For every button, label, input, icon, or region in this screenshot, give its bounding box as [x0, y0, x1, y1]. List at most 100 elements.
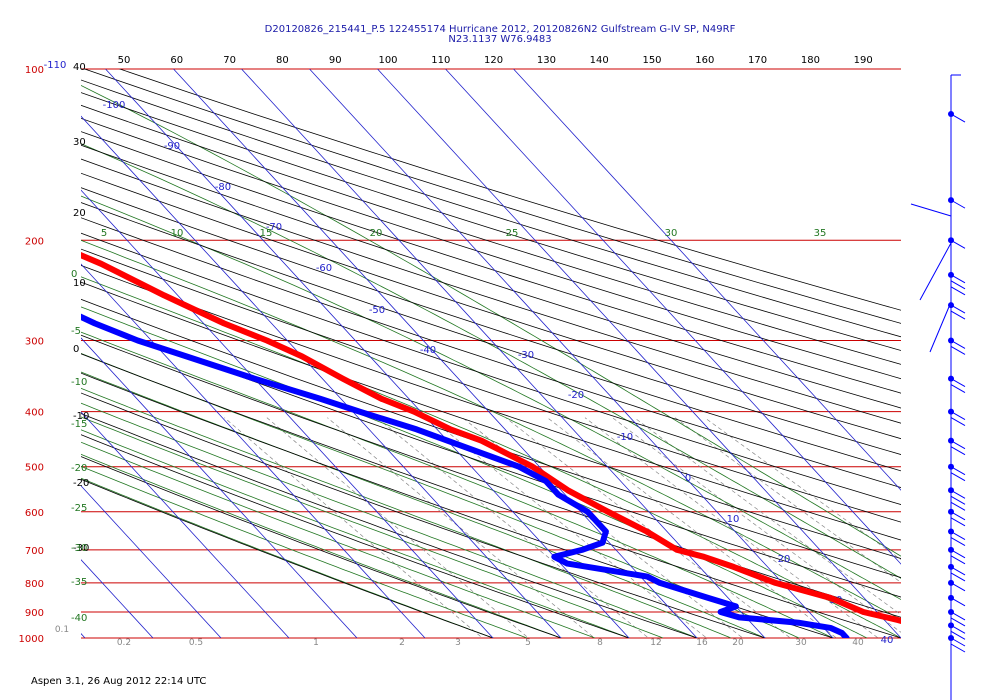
moist-adiabat-line	[81, 402, 698, 638]
dry-adiabat-line	[81, 79, 901, 338]
isotherm-label: -40	[420, 345, 436, 356]
moist-adiabat-label: -20	[71, 463, 87, 474]
wind-barb-flag	[950, 495, 966, 505]
x-tick-label: 140	[590, 55, 609, 66]
pressure-label: 600	[25, 508, 44, 519]
dry-adiabat-label: 20	[73, 208, 86, 219]
moist-adiabat-label: -35	[71, 577, 87, 588]
dry-adiabat-label: 10	[73, 278, 86, 289]
moist-adiabat-label: 5	[101, 228, 107, 239]
wind-barb-flag	[950, 286, 966, 296]
isotherm-label: 20	[778, 554, 791, 565]
isotherm-label: -10	[617, 432, 633, 443]
isotherm-line	[81, 485, 222, 638]
dry-adiabat-label: -20	[73, 478, 89, 489]
wind-barb-flag	[950, 501, 966, 511]
mixing-ratio-line	[327, 417, 595, 638]
isotherm-line	[173, 69, 698, 638]
moist-adiabat-line	[81, 387, 732, 638]
x-tick-label: 120	[484, 55, 503, 66]
dry-adiabat-line	[81, 372, 835, 638]
wind-barb-flag	[950, 340, 966, 349]
isotherm-label: -30	[518, 350, 534, 361]
wind-barb-flag	[950, 611, 966, 621]
moist-adiabat-label: 30	[665, 228, 678, 239]
wind-barb-flag	[950, 617, 966, 627]
wind-barb-flag	[950, 572, 966, 582]
mixing-ratio-line	[634, 417, 901, 616]
mixing-ratio-label: 2	[399, 638, 405, 648]
dry-adiabat-line	[81, 434, 631, 638]
dry-adiabat-line	[81, 248, 901, 523]
wind-barb-flag	[950, 566, 966, 576]
moist-adiabat-label: 10	[171, 228, 184, 239]
pressure-label: 200	[25, 236, 44, 247]
dry-adiabat-line	[81, 456, 563, 638]
mixing-ratio-label: 16	[696, 638, 708, 648]
mixing-ratio-line	[584, 417, 879, 638]
moist-adiabat-label: 15	[260, 228, 273, 239]
moist-adiabat-label: -15	[71, 419, 87, 430]
dry-adiabat-line	[81, 187, 901, 456]
footer-text: Aspen 3.1, 26 Aug 2012 22:14 UTC	[31, 676, 207, 687]
wind-barb-flag	[929, 301, 952, 353]
wind-barb-flag	[950, 417, 966, 427]
wind-barb-flag	[950, 378, 966, 388]
moist-adiabat-label: 20	[370, 228, 383, 239]
wind-barb-flag	[950, 310, 966, 320]
mixing-ratio-label: 20	[732, 638, 744, 648]
dry-adiabat-line	[81, 158, 901, 424]
x-tick-label: 110	[431, 55, 450, 66]
chart-title: D20120826_215441_P.5 122455174 Hurricane…	[264, 24, 736, 35]
dry-adiabat-label: 0	[73, 344, 79, 355]
isotherm-label: -80	[215, 182, 231, 193]
isotherm-line	[81, 337, 358, 638]
moist-adiabat-line	[81, 371, 766, 638]
moist-adiabat-line	[81, 429, 630, 638]
mixing-ratio-label: 12	[650, 638, 661, 648]
pressure-label: 900	[25, 608, 44, 619]
wind-barb-point	[948, 508, 954, 515]
dry-adiabat-line	[81, 172, 901, 440]
moist-adiabat-line	[81, 85, 901, 557]
moist-adiabat-line	[81, 195, 901, 601]
isotherm-line	[81, 411, 290, 638]
moist-adiabat-label: 35	[814, 228, 827, 239]
wind-barb-flag	[950, 549, 966, 559]
isotherm-line	[81, 189, 494, 638]
wind-barb-flag	[919, 242, 952, 301]
isotherm-label: -60	[316, 263, 332, 274]
dry-adiabat-label: 40	[73, 62, 86, 73]
mixing-ratio-label: 30	[795, 638, 807, 648]
wind-barb-flag	[950, 466, 966, 476]
wind-barb-flag	[950, 304, 966, 314]
moist-adiabat-label: -40	[71, 613, 87, 624]
dry-adiabat-line	[81, 478, 495, 638]
dry-adiabat-line	[81, 117, 901, 380]
isotherm-label: 10	[727, 514, 740, 525]
dry-adiabat-line	[81, 92, 901, 351]
dry-adiabat-line	[81, 413, 699, 638]
temperature-profile	[81, 252, 901, 625]
dry-adiabat-line	[81, 353, 901, 638]
dewpoint-profile	[81, 313, 850, 638]
mixing-ratio-label: 3	[455, 638, 461, 648]
wind-barb-flag	[950, 511, 966, 521]
wind-barb-flag	[910, 203, 952, 217]
wind-barb-flag	[950, 199, 966, 209]
wind-barb-flag	[950, 531, 966, 540]
moist-adiabat-line	[81, 331, 834, 638]
mixing-ratio-line	[429, 417, 708, 638]
isotherm-label: -90	[164, 141, 180, 152]
x-tick-label: 170	[748, 55, 767, 66]
isotherm-label: -110	[44, 60, 67, 71]
dry-adiabat-line	[81, 202, 901, 472]
moist-adiabat-label: 25	[506, 228, 519, 239]
wind-barb-flag	[950, 239, 966, 249]
mixing-ratio-line	[704, 417, 901, 560]
x-tick-label: 50	[118, 55, 131, 66]
wind-barb-flag	[950, 537, 966, 546]
isotherm-label: -70	[266, 222, 282, 233]
wind-barb-flag	[950, 346, 966, 355]
mixing-ratio-label: 1	[313, 638, 319, 648]
